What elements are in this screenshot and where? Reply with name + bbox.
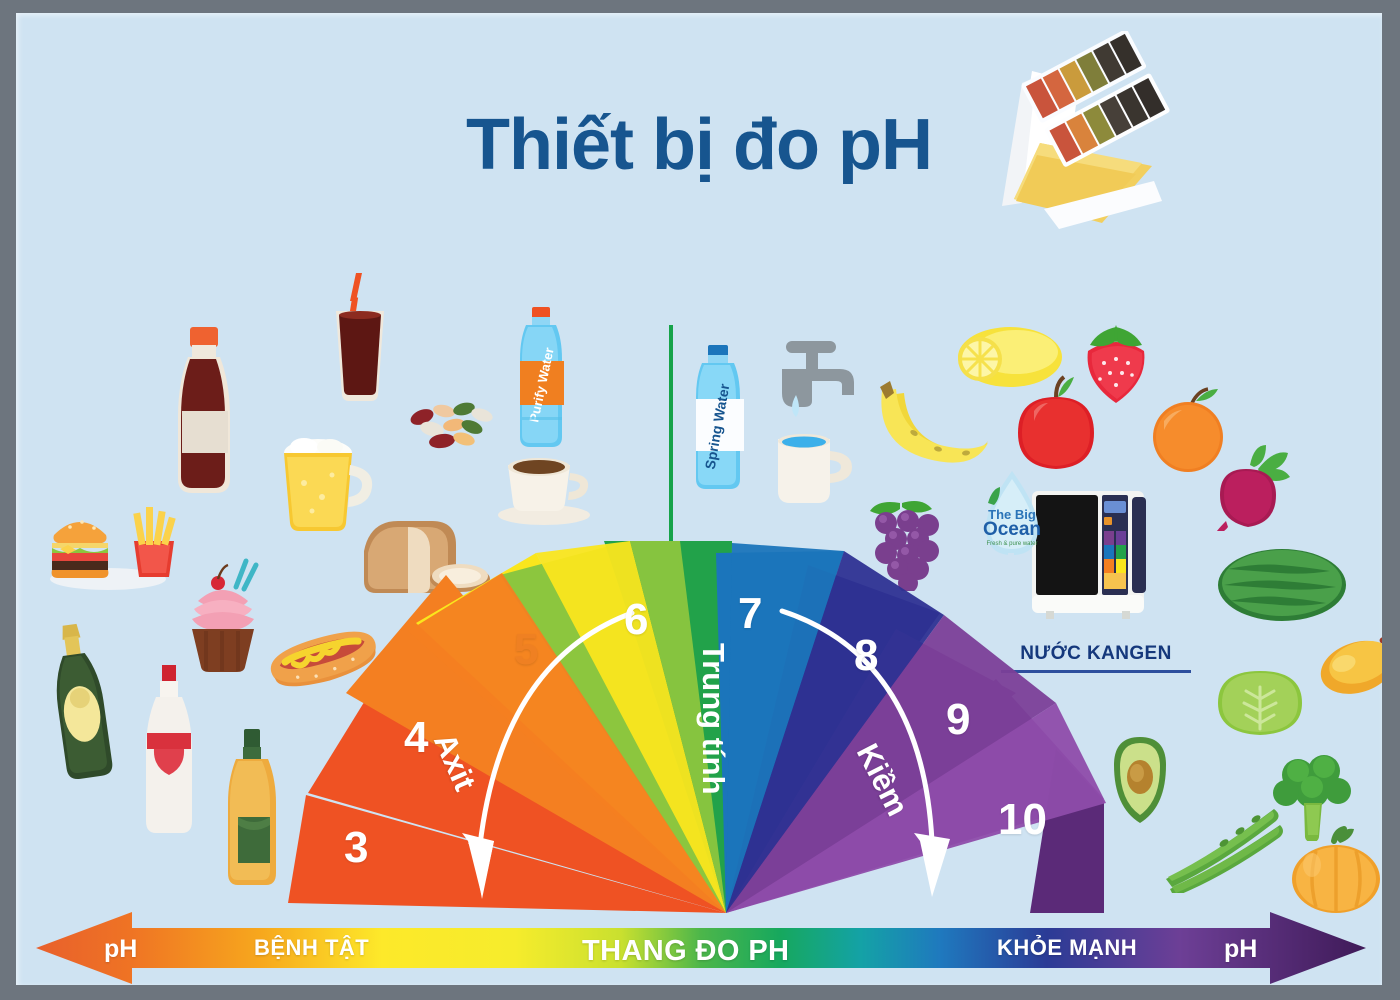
ph-segment-4-number: 4 [404,713,429,762]
burger-fries-icon [50,507,176,590]
ph-segment-10-number: 10 [998,795,1047,844]
neutral-zone-label: Trung tính [696,643,731,795]
beer-mug-icon [284,438,373,531]
big-ocean-logo-icon: The Big Ocean Fresh & pure water [983,471,1041,579]
grapes-icon [870,501,939,591]
ph-segment-3-number: 3 [344,823,369,872]
banana-icon [880,381,988,463]
ph-test-strip-icon [1002,31,1170,229]
bar-health-label: KHỎE MẠNH [997,935,1138,960]
mango-icon [1320,637,1382,694]
kangen-underline [1001,670,1191,673]
alkaline-zone-label: Kiềm [849,738,916,822]
kangen-label: NƯỚC KANGEN [1020,643,1172,664]
broccoli-icon [1273,755,1351,841]
cupcake-icon [192,558,259,672]
bread-loaf-icon [364,521,490,593]
poster-canvas: Thiết bị đo pH [16,13,1382,985]
strawberry-icon [1087,325,1145,403]
big-ocean-logo-tagline: Fresh & pure water [986,541,1037,547]
big-ocean-logo-line1: The Big [988,507,1036,522]
bar-center-label: THANG ĐO PH [582,935,790,967]
bar-left-ph-label: pH [104,935,138,963]
acid-zone-label: Axit [427,728,483,796]
beans-icon [410,402,493,449]
cabbage-icon [1218,671,1302,735]
ph-segment-6-number: 6 [624,595,649,644]
soda-bottle-icon [178,327,230,493]
faucet-icon [782,341,854,417]
watermelon-icon [1218,549,1346,621]
ph-segment-8-number: 8 [854,631,879,680]
ph-segment-9-number: 9 [946,695,971,744]
cola-glass-icon [336,273,384,401]
whiskey-bottle-icon [228,729,276,885]
neutral-guide-line [669,325,673,575]
lemon-icon [958,327,1062,387]
champagne-icon [56,623,113,780]
apple-icon [1018,375,1094,469]
purify-water-icon: Purify Water [520,307,564,447]
bar-disease-label: BỆNH TẬT [254,935,370,960]
ph-segment-5-number: 5 [514,625,539,674]
avocado-icon [1114,737,1166,823]
ph-segment-7-number: 7 [738,589,763,638]
page-title: Thiết bị đo pH [466,105,933,185]
beet-icon [1216,445,1290,531]
ph-scale-bar [36,912,1366,984]
kangen-machine-icon [1032,491,1146,619]
spring-water-icon: Spring Water [696,345,744,489]
hotdog-icon [270,631,376,687]
wine-bottle-icon [146,665,192,833]
coffee-cup-icon [498,458,590,525]
mug-water-icon [778,434,852,503]
asparagus-icon [1166,809,1283,893]
bar-right-ph-label: pH [1224,935,1258,963]
big-ocean-logo-line2: Ocean [983,519,1041,540]
pumpkin-icon [1292,826,1380,913]
orange-icon [1153,387,1223,472]
